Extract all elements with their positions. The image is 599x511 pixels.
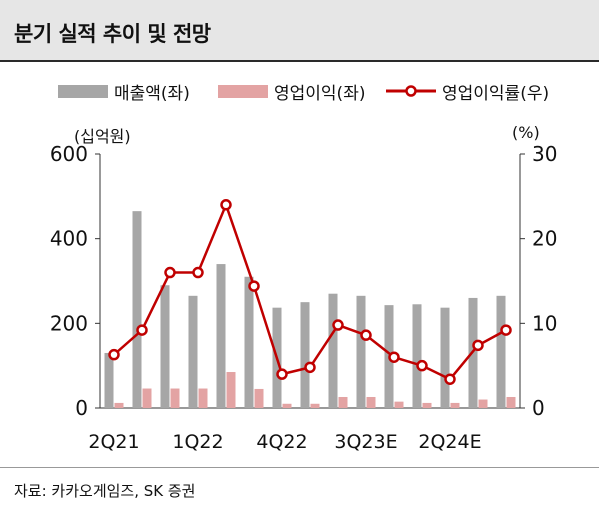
operating-margin-point xyxy=(304,361,316,374)
legend-item-operating-profit: 영업이익(좌) xyxy=(218,76,365,106)
operating-profit-bar xyxy=(338,396,348,408)
x-axis-tick-label: 2Q24E xyxy=(418,431,481,453)
legend-swatch-operating-margin xyxy=(386,85,436,97)
operating-profit-bar xyxy=(310,403,320,408)
right-axis-unit: (%) xyxy=(512,123,540,142)
legend-label-revenue: 매출액(좌) xyxy=(114,83,190,104)
operating-margin-point xyxy=(192,266,204,279)
operating-margin-point xyxy=(500,324,512,336)
revenue-bar xyxy=(104,352,114,408)
operating-profit-bar xyxy=(142,388,152,408)
x-axis-tick-label: 4Q22 xyxy=(256,431,307,453)
operating-margin-point xyxy=(136,324,148,336)
chart-legend: 매출액(좌) 영업이익(좌) 영업이익률(우) xyxy=(0,76,599,106)
x-axis-tick-label: 3Q23E xyxy=(334,431,397,453)
legend-item-operating-margin: 영업이익률(우) xyxy=(386,76,549,106)
revenue-bar xyxy=(132,211,142,408)
operating-margin-point xyxy=(108,348,120,361)
legend-label-operating-profit: 영업이익(좌) xyxy=(274,83,366,104)
left-axis-tick-label: 400 xyxy=(50,227,88,251)
revenue-bar xyxy=(356,295,366,408)
right-axis-tick-label: 10 xyxy=(532,311,557,335)
left-axis-tick-label: 200 xyxy=(50,311,88,335)
revenue-bar xyxy=(216,264,226,408)
operating-margin-point xyxy=(444,373,456,385)
operating-profit-bar xyxy=(198,388,208,408)
operating-profit-bar xyxy=(394,401,404,408)
title-bar: 분기 실적 추이 및 전망 xyxy=(0,0,599,62)
operating-profit-bar xyxy=(226,372,236,408)
x-axis-tick-label: 2Q21 xyxy=(88,431,139,453)
x-axis-tick-label: 1Q22 xyxy=(172,431,223,453)
chart-plot-area: 0 200 400 600 0 10 20 30 2Q21 1Q22 4Q22 3Q23E 2Q24E xyxy=(50,142,558,453)
operating-profit-bar xyxy=(254,388,264,408)
operating-profit-bar xyxy=(506,396,516,408)
operating-margin-point xyxy=(220,199,232,211)
legend-swatch-operating-profit xyxy=(218,84,268,98)
operating-profit-bar xyxy=(478,399,488,408)
revenue-bar xyxy=(244,276,254,408)
revenue-bar xyxy=(160,285,170,408)
legend-label-operating-margin: 영업이익률(우) xyxy=(442,83,550,104)
right-axis-tick-label: 20 xyxy=(532,227,557,251)
operating-margin-point xyxy=(472,339,484,352)
operating-profit-bar xyxy=(282,403,292,408)
page-title: 분기 실적 추이 및 전망 xyxy=(14,22,211,46)
left-axis-tick-label: 0 xyxy=(75,396,88,420)
revenue-bar xyxy=(328,293,338,408)
operating-margin-point xyxy=(276,368,288,380)
operating-profit-bar xyxy=(450,402,460,408)
left-axis-tick-label: 600 xyxy=(50,142,88,166)
footer-divider xyxy=(0,467,599,468)
operating-profit-bar xyxy=(170,388,180,408)
legend-swatch-revenue xyxy=(58,84,108,98)
operating-margin-point xyxy=(164,266,176,279)
operating-margin-point xyxy=(248,280,260,292)
revenue-bar xyxy=(496,295,506,408)
right-axis-tick-label: 0 xyxy=(532,396,545,420)
revenue-bar xyxy=(300,302,310,408)
right-axis-tick-label: 30 xyxy=(532,142,557,166)
legend-item-revenue: 매출액(좌) xyxy=(58,76,190,106)
source-note: 자료: 카카오게임즈, SK 증권 xyxy=(14,482,196,500)
operating-margin-point xyxy=(388,351,400,363)
operating-profit-bar xyxy=(366,396,376,408)
operating-margin-point xyxy=(416,359,428,372)
revenue-bar xyxy=(412,304,422,408)
operating-margin-point xyxy=(332,319,344,331)
revenue-bar xyxy=(188,295,198,408)
revenue-bar xyxy=(440,307,450,408)
left-axis-unit: (십억원) xyxy=(74,127,131,146)
operating-margin-point xyxy=(360,329,372,341)
operating-profit-bar xyxy=(114,402,124,408)
operating-profit-bar xyxy=(422,402,432,408)
